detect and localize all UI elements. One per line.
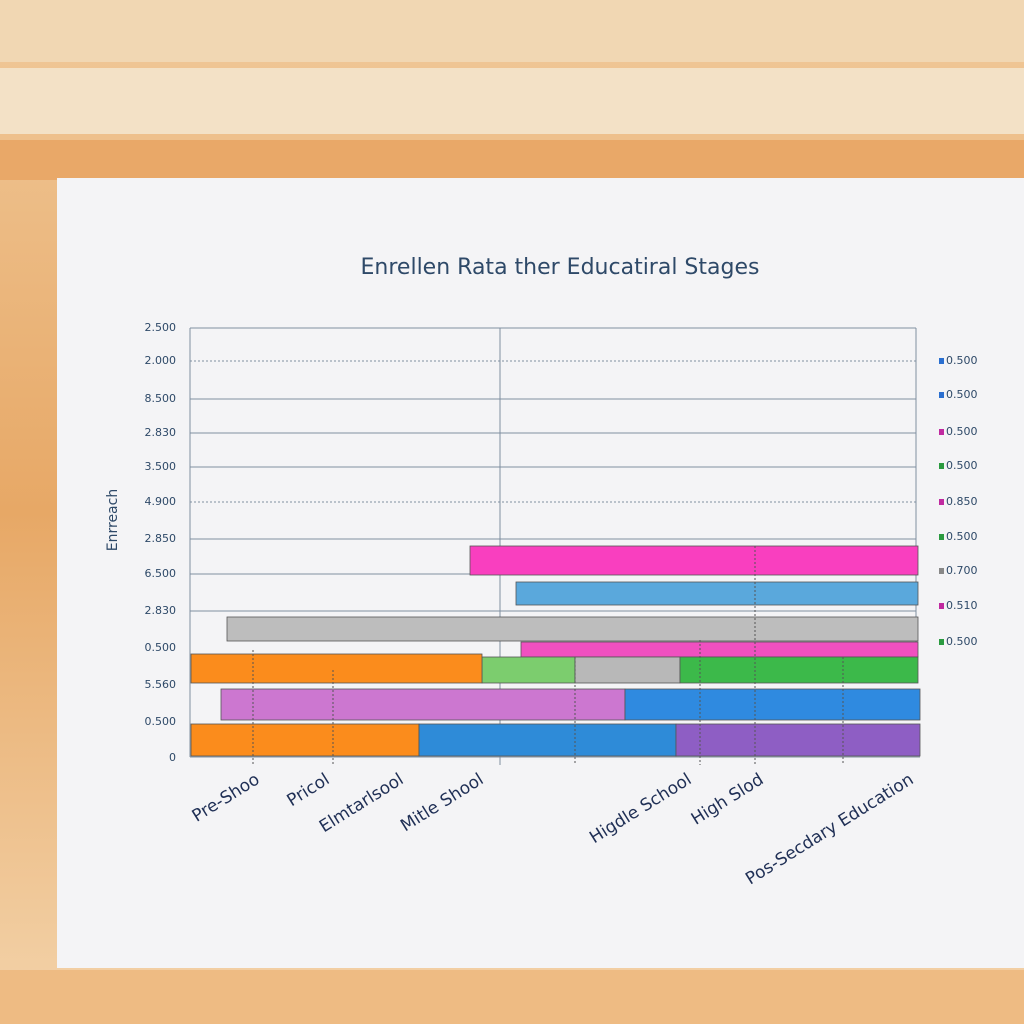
bar — [520, 641, 919, 658]
bar — [220, 688, 626, 721]
right-tick-label: 0.700 — [946, 564, 978, 577]
legend-swatch — [939, 639, 944, 645]
chart-title: Enrellen Rata ther Educatiral Stages — [361, 255, 760, 280]
y-tick-label: 2.500 — [145, 321, 177, 334]
y-tick-label: 5.560 — [145, 678, 177, 691]
bar — [190, 723, 420, 757]
bar — [469, 545, 919, 576]
right-tick-label: 0.500 — [946, 425, 978, 438]
y-tick-label: 2.830 — [145, 426, 177, 439]
bars — [190, 545, 921, 757]
bar — [679, 656, 919, 684]
y-tick-label: 6.500 — [145, 567, 177, 580]
legend-swatch — [939, 358, 944, 364]
y-tick-label: 2.830 — [145, 604, 177, 617]
bar — [418, 723, 677, 757]
right-tick-label: 0.500 — [946, 354, 978, 367]
y-tick-label: 2.850 — [145, 532, 177, 545]
legend-swatch — [939, 534, 944, 540]
vertical-markers — [252, 546, 844, 765]
y-tick-label: 8.500 — [145, 392, 177, 405]
right-tick-label: 0.500 — [946, 530, 978, 543]
bar — [675, 723, 921, 757]
legend-swatch — [939, 603, 944, 609]
bar — [515, 581, 919, 606]
legend-swatch — [939, 499, 944, 505]
y-tick-label: 4.900 — [145, 495, 177, 508]
plank — [0, 970, 1024, 1024]
legend-swatch — [939, 392, 944, 398]
bar — [481, 656, 576, 684]
bar — [574, 656, 681, 684]
right-tick-label: 0.500 — [946, 635, 978, 648]
bar — [624, 688, 921, 721]
plank — [0, 140, 1024, 180]
bar — [226, 616, 919, 642]
y-axis-label: Enrreach — [105, 489, 121, 551]
plank — [0, 0, 1024, 62]
right-tick-label: 0.850 — [946, 495, 978, 508]
legend-swatch — [939, 429, 944, 435]
y-tick-label: 3.500 — [145, 460, 177, 473]
right-tick-label: 0.500 — [946, 388, 978, 401]
y-tick-label: 0.500 — [145, 641, 177, 654]
legend-swatch — [939, 463, 944, 469]
plank — [0, 68, 1024, 134]
y-tick-label: 2.000 — [145, 354, 177, 367]
legend-swatch — [939, 568, 944, 574]
bar — [190, 653, 483, 684]
y-tick-label: 0.500 — [145, 715, 177, 728]
y-tick-label: 0 — [169, 751, 176, 764]
right-tick-label: 0.500 — [946, 459, 978, 472]
right-tick-label: 0.510 — [946, 599, 978, 612]
